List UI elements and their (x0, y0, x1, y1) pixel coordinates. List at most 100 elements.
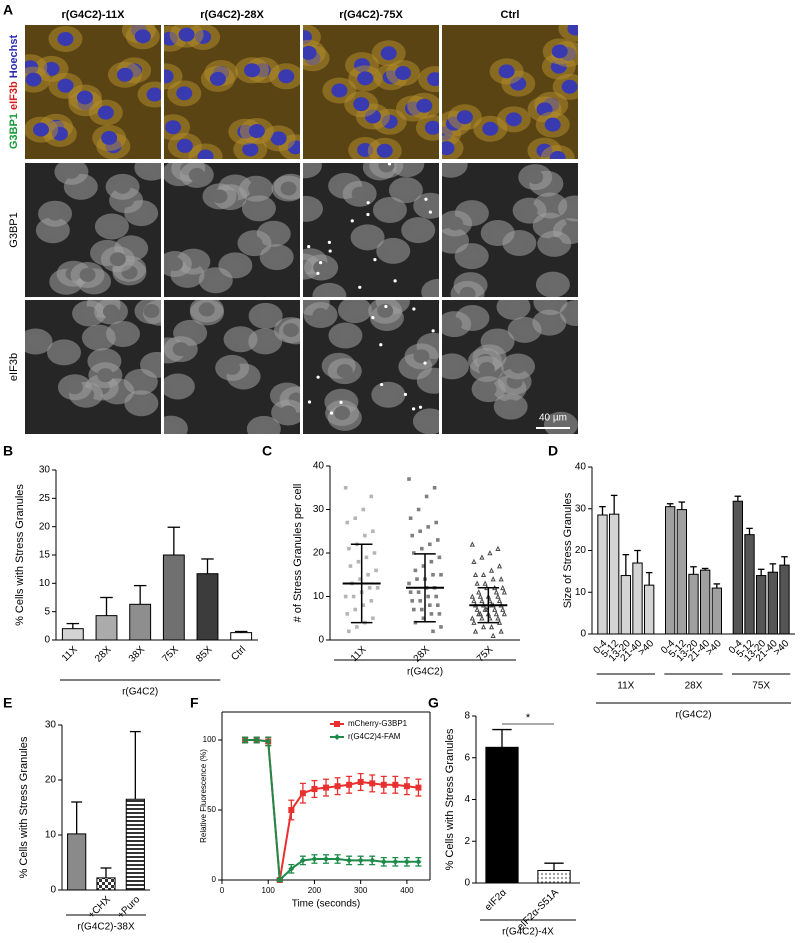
point (288, 807, 295, 813)
point (410, 533, 414, 538)
point (372, 551, 377, 555)
point (420, 546, 424, 551)
nucleus (444, 233, 461, 248)
point (469, 593, 475, 599)
nucleus (25, 72, 42, 87)
nucleus (255, 421, 272, 434)
granule (318, 261, 323, 265)
nucleus (198, 302, 215, 317)
y-tick-label: 0 (580, 629, 586, 640)
point (408, 590, 413, 594)
nucleus (227, 258, 244, 273)
group-name: 28X (685, 681, 703, 692)
y-tick-label: 0 (212, 875, 217, 884)
row-label: eIF3b (8, 353, 20, 381)
y-tick-label: 50 (207, 805, 216, 814)
y-tick-label: 5 (44, 606, 50, 617)
bar (665, 506, 676, 635)
nucleus (416, 98, 433, 113)
point (380, 858, 387, 865)
point (471, 558, 477, 564)
nucleus (546, 236, 563, 251)
nucleus (133, 396, 150, 411)
nucleus (397, 183, 414, 198)
nucleus (482, 121, 499, 136)
y-tick-label: 8 (464, 711, 470, 722)
nucleus (331, 83, 348, 98)
nucleus (353, 97, 370, 112)
nucleus (446, 317, 463, 332)
panel-letter: F (190, 695, 199, 711)
granule (424, 197, 428, 201)
point (413, 620, 418, 625)
nucleus (197, 149, 214, 159)
granule (371, 315, 375, 320)
point (474, 580, 480, 586)
point (469, 541, 475, 547)
merge-label-part: Hoechst (8, 34, 20, 78)
point (436, 538, 440, 542)
x-tick-label: 38X (127, 644, 148, 665)
nucleus (57, 31, 74, 46)
nucleus (164, 421, 179, 434)
nucleus (257, 308, 274, 323)
granule (339, 400, 343, 404)
nucleus (566, 201, 578, 216)
nucleus (209, 71, 226, 86)
bar (230, 632, 253, 641)
nucleus (47, 206, 64, 221)
point (428, 603, 432, 607)
nucleus (567, 25, 578, 36)
point (421, 616, 426, 621)
point (479, 597, 485, 604)
granule (373, 258, 377, 262)
point (469, 615, 475, 621)
nucleus (149, 357, 161, 372)
group-label: r(G4C2) (122, 687, 158, 698)
granule (350, 219, 354, 223)
nucleus (509, 359, 526, 374)
nucleus (561, 79, 578, 94)
granule (316, 271, 320, 276)
bar (196, 573, 219, 641)
granule (316, 375, 320, 379)
y-tick-label: 30 (575, 503, 587, 514)
point (353, 607, 358, 612)
nucleus (280, 405, 297, 420)
nucleus (246, 236, 263, 251)
nucleus (334, 406, 351, 421)
nucleus (359, 230, 376, 245)
nucleus (442, 163, 459, 172)
nucleus (164, 69, 174, 84)
micrograph (164, 25, 300, 159)
bar (632, 562, 643, 635)
point (421, 564, 426, 568)
panel-letter: A (3, 2, 13, 18)
point (418, 529, 422, 534)
point (323, 856, 329, 862)
nucleus (188, 167, 205, 182)
point (498, 576, 504, 582)
nucleus (502, 399, 519, 414)
point (474, 606, 480, 612)
nucleus (377, 303, 394, 318)
bar (125, 798, 145, 891)
y-tick-label: 2 (464, 836, 470, 847)
panel-letter: E (3, 695, 12, 711)
granule (393, 279, 397, 283)
point (418, 599, 422, 603)
bar (597, 514, 608, 635)
point (412, 607, 416, 612)
point (416, 507, 421, 512)
point (369, 494, 374, 499)
nucleus (413, 349, 430, 364)
nucleus (265, 226, 282, 241)
point (361, 507, 366, 512)
bar (95, 615, 118, 641)
nucleus (505, 300, 522, 314)
nucleus (303, 163, 313, 173)
point (490, 632, 496, 638)
column-label: Ctrl (501, 9, 520, 21)
point (429, 612, 434, 616)
